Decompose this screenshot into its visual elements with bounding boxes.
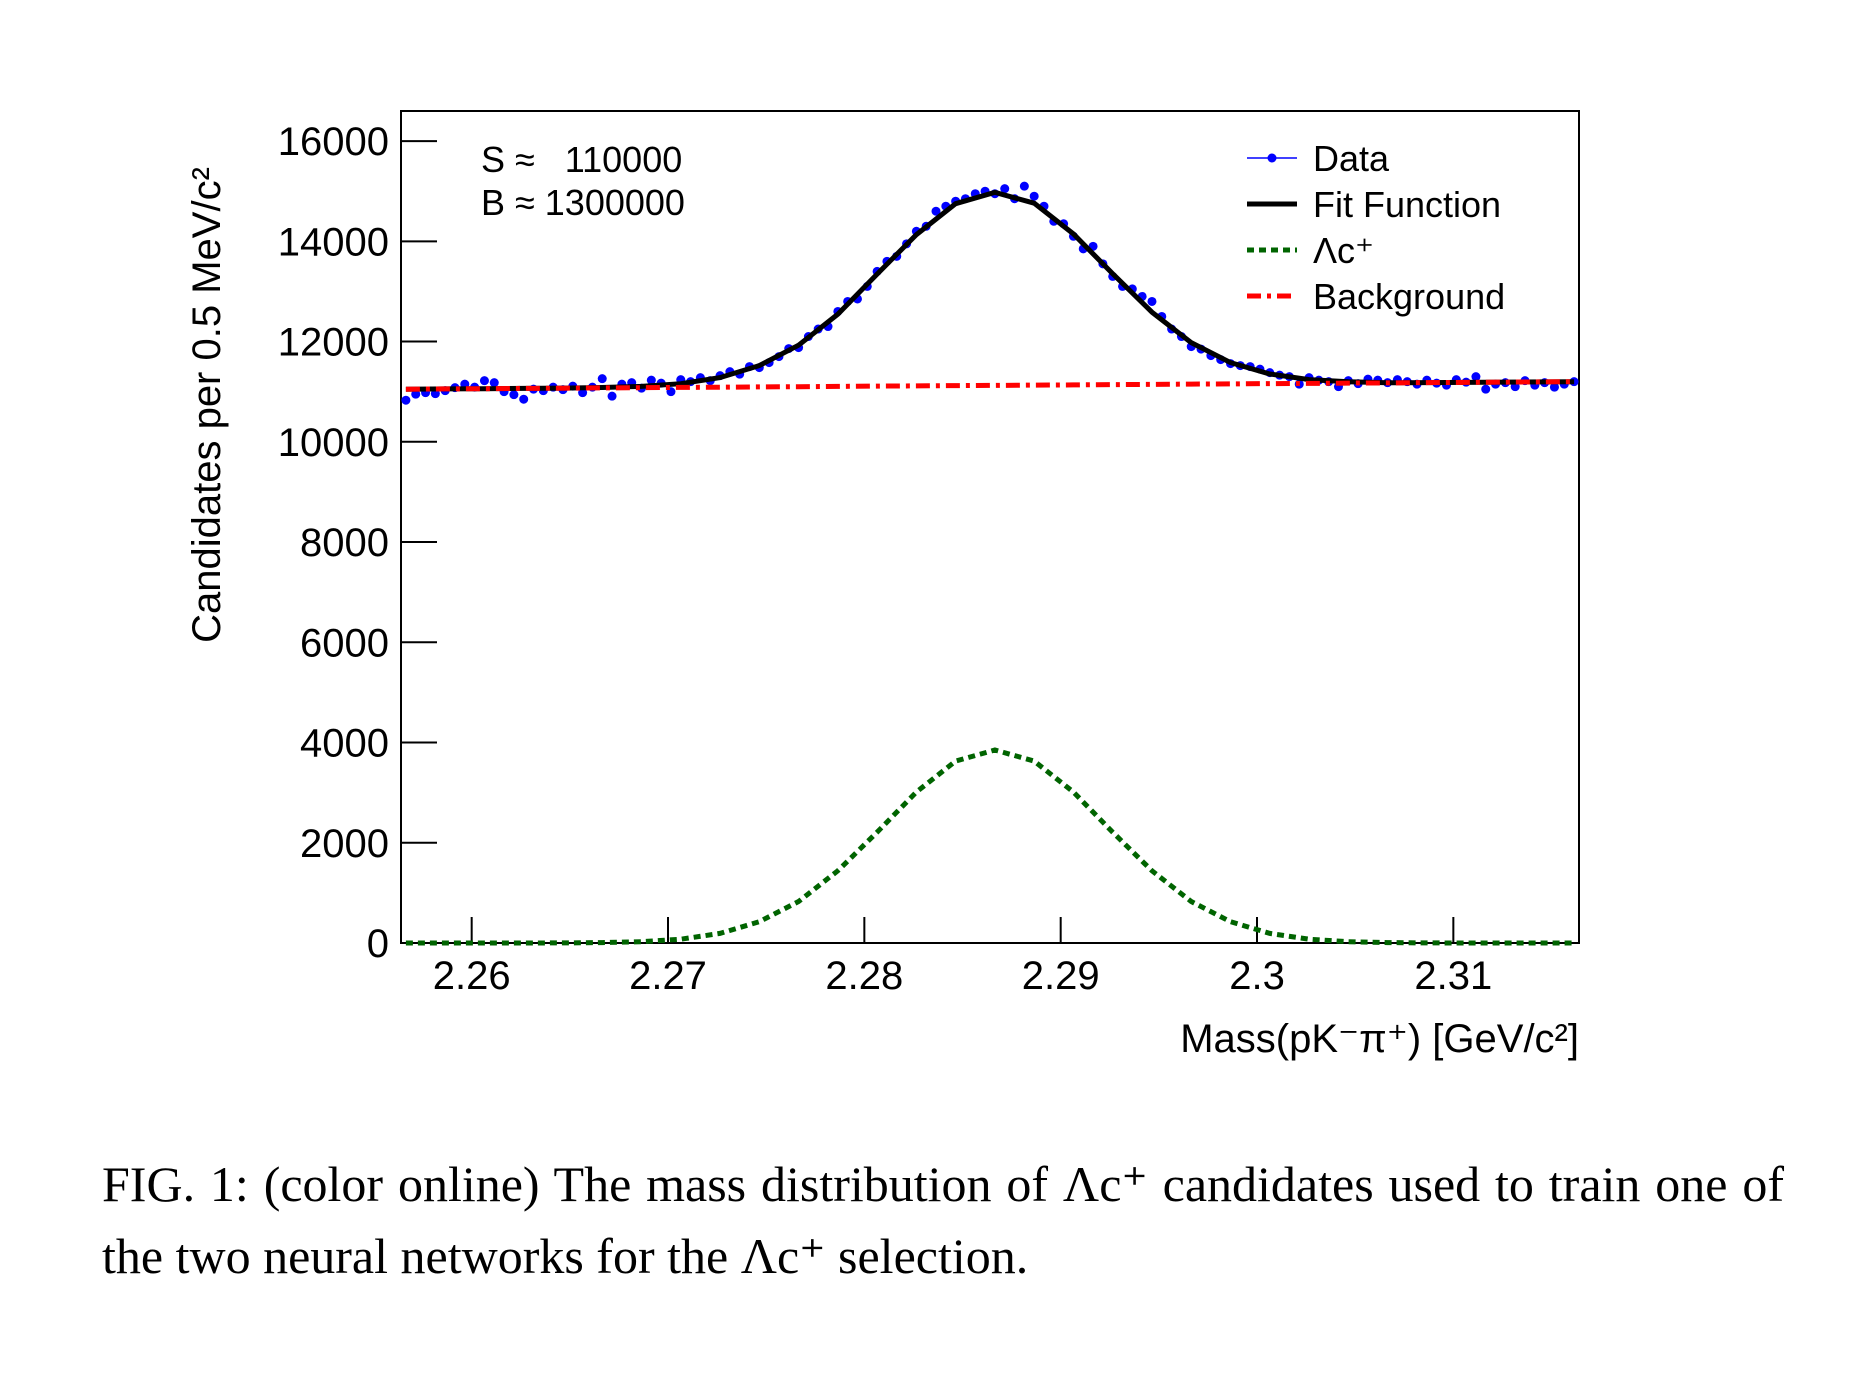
x-tick-label: 2.28 (825, 954, 903, 998)
y-tick-label: 0 (367, 922, 389, 966)
data-point (1029, 191, 1039, 201)
annotation: S ≈ 110000 (481, 139, 682, 180)
curve (405, 379, 1575, 392)
x-tick-label: 2.26 (433, 954, 511, 998)
legend-swatch (1267, 153, 1277, 163)
data-point (578, 388, 588, 398)
x-tick-label: 2.3 (1229, 954, 1285, 998)
x-tick-label: 2.29 (1022, 954, 1100, 998)
plot-frame (400, 110, 1580, 944)
legend-label: Background (1313, 276, 1505, 317)
legend-label: Λc⁺ (1313, 230, 1374, 271)
curve (405, 747, 1575, 946)
caption: FIG. 1: (color online) The mass distribu… (102, 1156, 1784, 1284)
chart: Candidates per 0.5 MeV/c² Mass(pK⁻π⁺) [G… (185, 110, 1580, 1061)
legend-label: Data (1313, 138, 1390, 179)
y-tick-label: 16000 (278, 120, 389, 164)
data-point (646, 375, 656, 385)
data-point (1019, 181, 1029, 191)
data-point (1000, 184, 1010, 194)
data-point (509, 390, 519, 400)
y-tick-label: 8000 (300, 521, 389, 565)
data-point (1481, 384, 1491, 394)
data-point (1147, 296, 1157, 306)
data-point (479, 376, 489, 386)
data-point (1471, 372, 1481, 382)
data-point (411, 389, 421, 399)
legend-label: Fit Function (1313, 184, 1501, 225)
x-tick-label: 2.27 (629, 954, 707, 998)
y-tick-label: 4000 (300, 722, 389, 766)
y-tick-label: 12000 (278, 321, 389, 365)
y-tick-label: 6000 (300, 621, 389, 665)
y-tick-label: 14000 (278, 220, 389, 264)
annotation: B ≈ 1300000 (481, 182, 685, 223)
x-axis-title: Mass(pK⁻π⁺) [GeV/c²] (1180, 1017, 1579, 1061)
data-point (607, 391, 617, 401)
data-point (489, 378, 499, 388)
x-tick-label: 2.31 (1414, 954, 1492, 998)
data-point (1549, 382, 1559, 392)
y-tick-label: 10000 (278, 421, 389, 465)
y-axis-title: Candidates per 0.5 MeV/c² (185, 167, 229, 643)
data-point (931, 206, 941, 216)
y-tick-label: 2000 (300, 822, 389, 866)
data-point (401, 395, 411, 405)
data-point (597, 374, 607, 384)
data-point (519, 394, 529, 404)
